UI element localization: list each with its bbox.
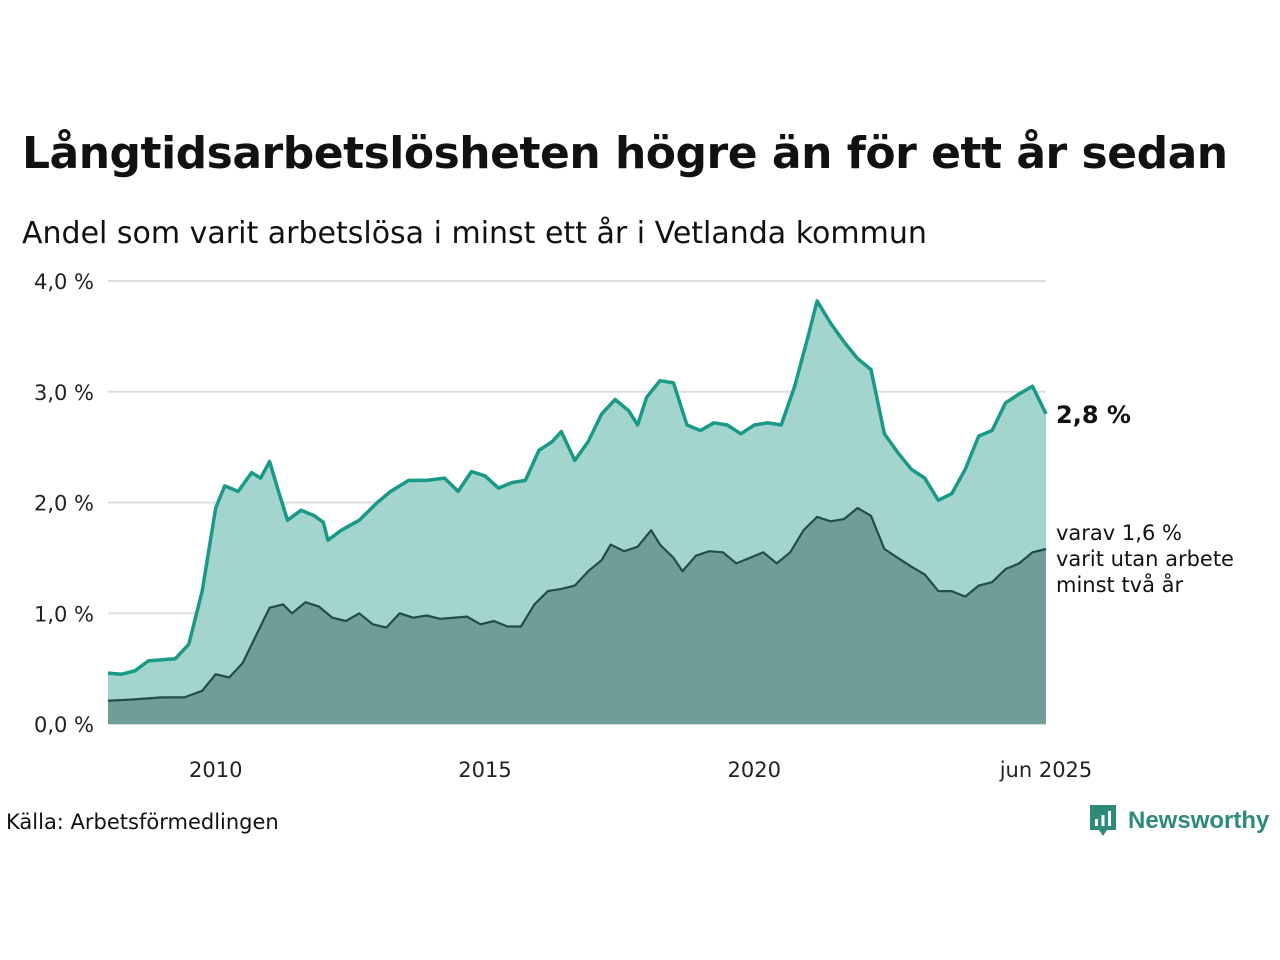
source-note: Källa: Arbetsförmedlingen: [6, 810, 279, 834]
long-term-label-line: minst två år: [1056, 572, 1184, 597]
x-tick-label: jun 2025: [999, 758, 1093, 782]
y-tick-label: 1,0 %: [34, 602, 94, 626]
y-tick-label: 3,0 %: [34, 381, 94, 405]
newsworthy-logo[interactable]: Newsworthy: [1088, 803, 1269, 839]
long-term-label-line: varit utan arbete: [1056, 547, 1234, 571]
newsworthy-logo-icon: [1090, 805, 1116, 836]
y-tick-label: 4,0 %: [34, 270, 94, 294]
x-tick-label: 2015: [458, 758, 511, 782]
brand-name: Newsworthy: [1128, 807, 1270, 834]
chart-subtitle: Andel som varit arbetslösa i minst ett å…: [22, 216, 927, 251]
series-areas: [107, 299, 1048, 724]
axes: 0,0 % 1,0 % 2,0 % 3,0 % 4,0 % 2010 2015 2020 jun…: [34, 270, 1092, 782]
long-term-label-line: varav 1,6 %: [1056, 521, 1182, 545]
chart-title: Långtidsarbetslösheten högre än för ett …: [22, 128, 1228, 179]
x-tick-label: 2010: [189, 758, 242, 782]
series-line-long: [107, 506, 1047, 702]
series-line-total: [107, 299, 1048, 676]
x-tick-label: 2020: [728, 758, 781, 782]
series-area-long: [108, 508, 1046, 724]
y-tick-label: 0,0 %: [34, 713, 94, 737]
y-tick-label: 2,0 %: [34, 492, 94, 516]
last-value-label: 2,8 %: [1056, 401, 1131, 429]
